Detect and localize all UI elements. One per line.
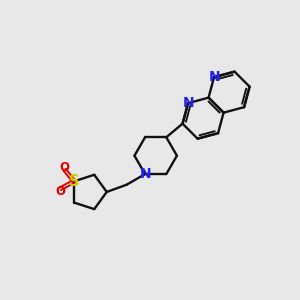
Text: N: N [208,70,220,84]
Text: S: S [69,174,79,189]
Text: O: O [59,160,70,174]
Text: N: N [139,167,151,181]
Text: O: O [55,185,65,198]
Text: N: N [182,96,194,110]
